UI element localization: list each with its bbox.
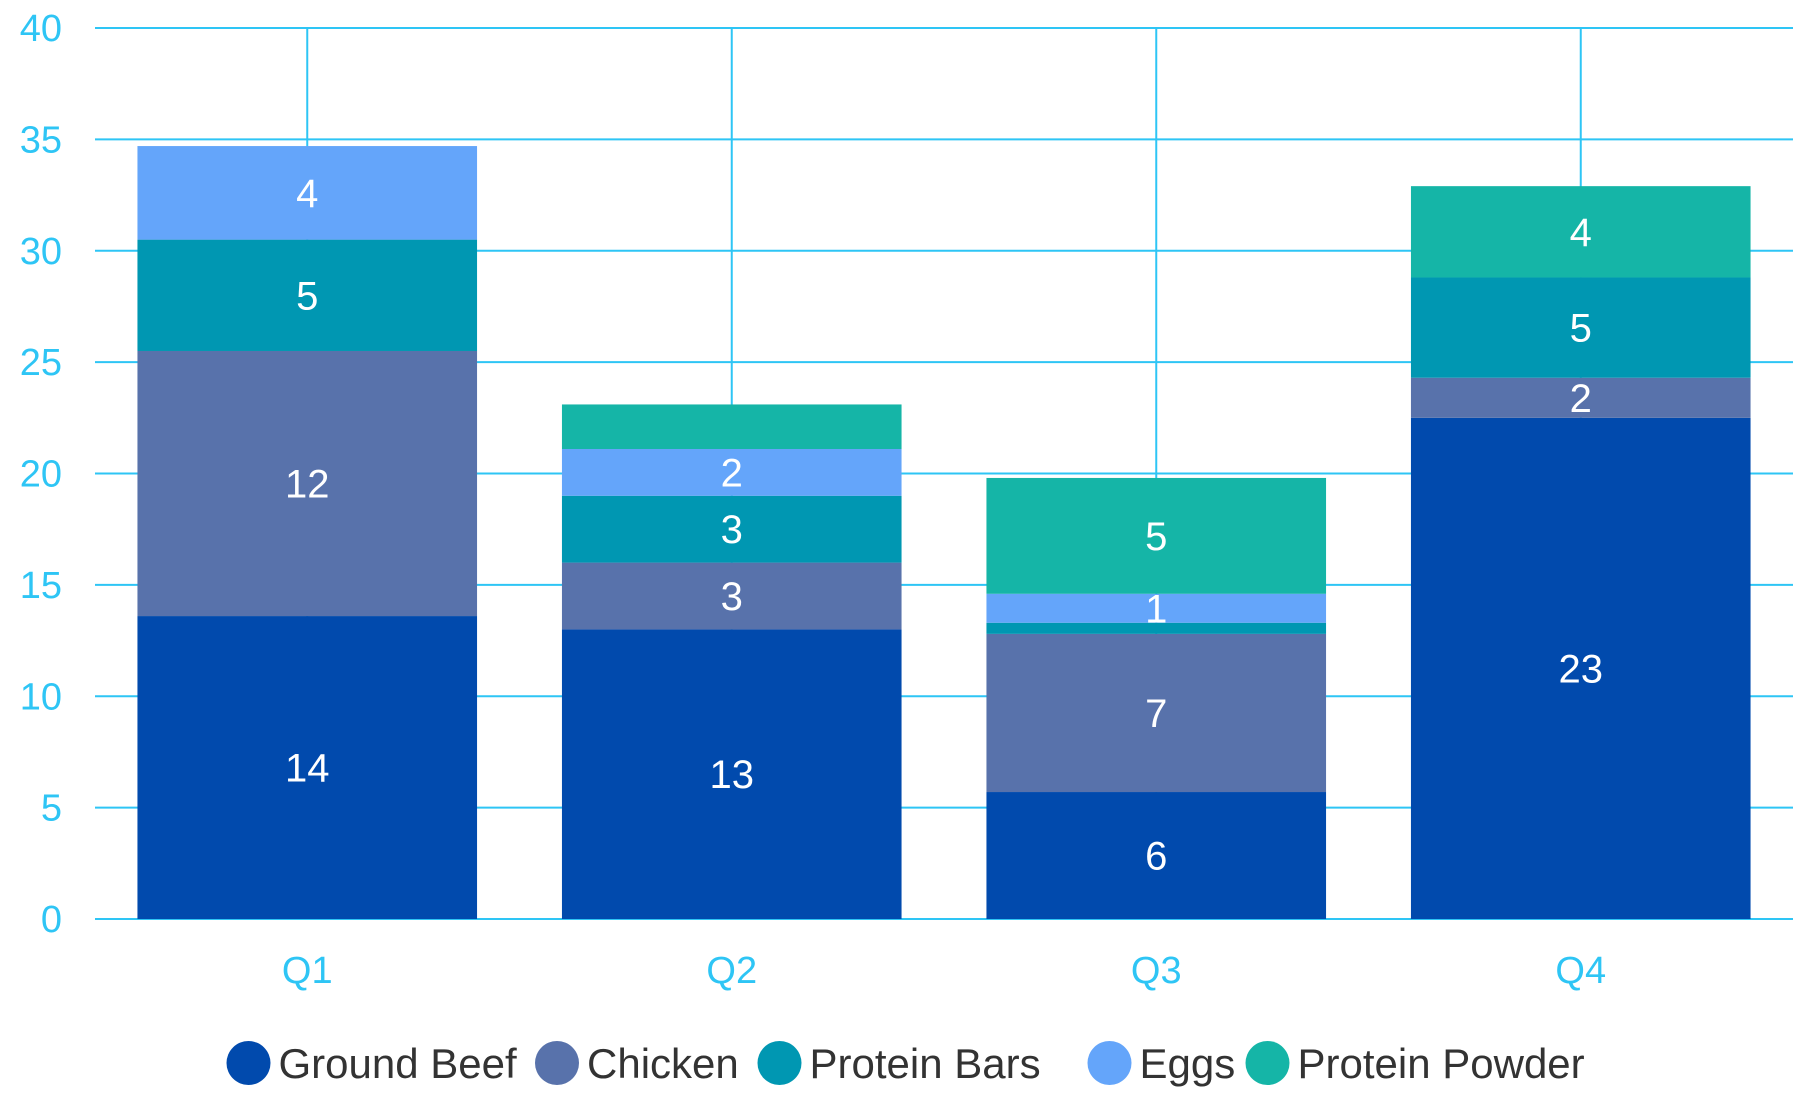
data-label: 2 <box>1570 377 1592 421</box>
y-tick-label: 40 <box>20 8 62 50</box>
data-label: 2 <box>721 451 743 495</box>
bar-segment-eggs <box>986 593 1327 623</box>
legend-label: Ground Beef <box>279 1040 517 1087</box>
y-tick-label: 0 <box>41 899 62 941</box>
bar-segment-ground-beef <box>137 616 478 919</box>
y-tick-label: 30 <box>20 231 62 273</box>
bar-segment-eggs <box>137 146 478 240</box>
bar-segment-protein-powder <box>1410 186 1751 278</box>
y-tick-label: 25 <box>20 342 62 384</box>
y-tick-label: 20 <box>20 454 62 496</box>
data-label: 1 <box>1145 587 1167 631</box>
bar-segment-chicken <box>986 633 1327 793</box>
y-tick-label: 10 <box>20 676 62 718</box>
data-label: 3 <box>721 508 743 552</box>
bar-segment-protein-bars <box>986 622 1327 634</box>
legend-label: Protein Bars <box>810 1040 1041 1087</box>
bar-segment-protein-powder <box>986 477 1327 594</box>
data-label: 6 <box>1145 835 1167 879</box>
bar-segment-protein-bars <box>561 495 902 563</box>
x-tick-label: Q2 <box>706 950 757 992</box>
x-tick-label: Q4 <box>1555 950 1606 992</box>
data-label: 4 <box>1570 211 1592 255</box>
legend-marker <box>535 1041 579 1085</box>
bar-segment-protein-bars <box>1410 277 1751 378</box>
bar-segment-protein-powder <box>561 404 902 449</box>
legend-label: Eggs <box>1140 1040 1236 1087</box>
legend-marker <box>1245 1041 1290 1085</box>
legend-marker <box>1087 1041 1132 1085</box>
y-tick-label: 15 <box>20 565 62 607</box>
bar-segment-chicken <box>1410 377 1751 418</box>
bar-segment-ground-beef <box>561 629 902 919</box>
data-label: 7 <box>1145 692 1167 736</box>
legend-marker <box>757 1041 802 1085</box>
data-label: 12 <box>285 463 330 507</box>
legend-marker <box>226 1041 271 1085</box>
bar-segment-eggs <box>561 448 902 496</box>
x-tick-label: Q3 <box>1131 950 1182 992</box>
data-label: 4 <box>296 172 318 216</box>
legend-label: Chicken <box>587 1040 739 1087</box>
legend-label: Protein Powder <box>1298 1040 1585 1087</box>
bar-segment-ground-beef <box>1410 417 1751 919</box>
y-tick-label: 5 <box>41 788 62 830</box>
data-label: 13 <box>710 753 755 797</box>
data-label: 5 <box>1145 515 1167 559</box>
y-tick-label: 35 <box>20 119 62 161</box>
bar-segment-chicken <box>561 562 902 630</box>
bar-segment-ground-beef <box>986 792 1327 919</box>
data-label: 3 <box>721 575 743 619</box>
x-tick-label: Q1 <box>282 950 333 992</box>
data-label: 5 <box>296 274 318 318</box>
data-label: 14 <box>285 747 330 791</box>
bar-segment-protein-bars <box>137 239 478 351</box>
data-label: 23 <box>1559 647 1604 691</box>
data-label: 5 <box>1570 307 1592 351</box>
bar-segment-chicken <box>137 350 478 617</box>
